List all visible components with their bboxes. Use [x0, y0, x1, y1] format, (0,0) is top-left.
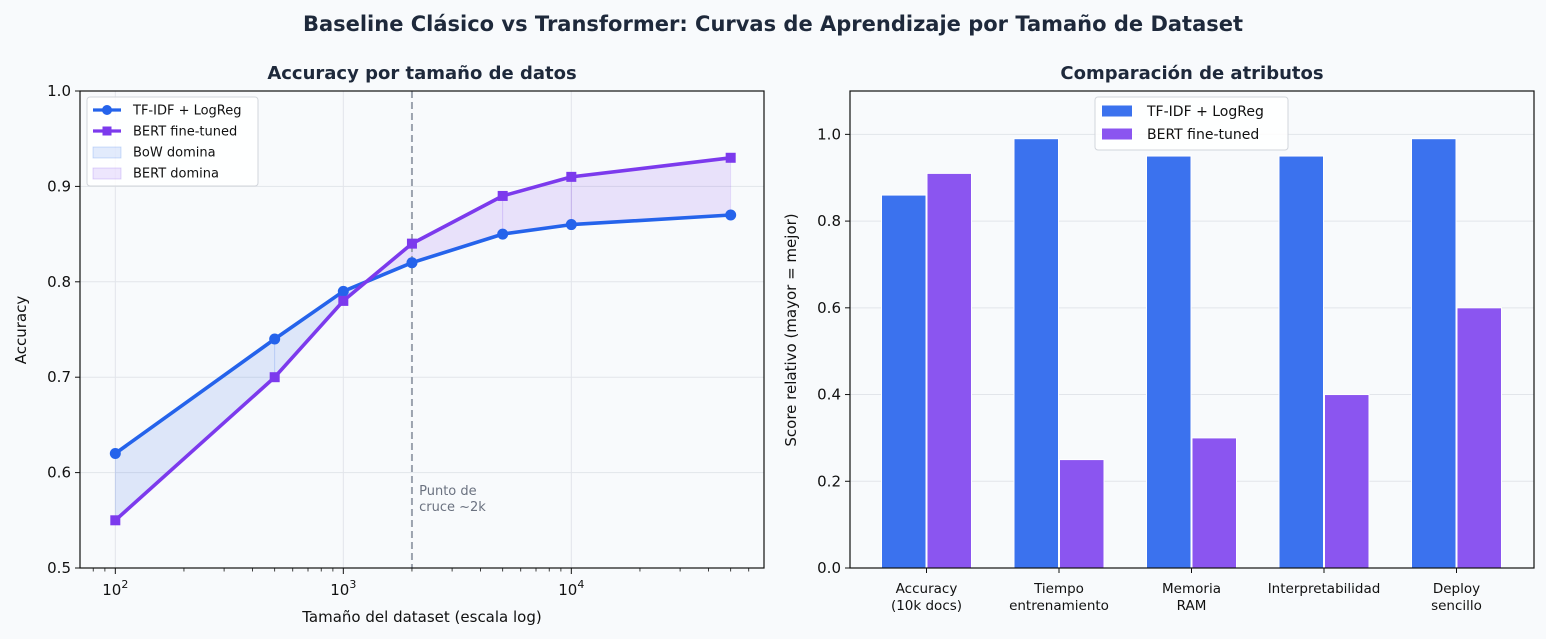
bar-chart-category-label: Interpretabilidad [1268, 581, 1381, 597]
bar-chart-y-axis-label: Score relativo (mayor = mejor) [782, 213, 800, 446]
data-point-bert [497, 190, 508, 201]
bar-tfidf [881, 194, 927, 569]
bar-chart-category-label: RAM [1177, 598, 1207, 614]
legend-label: BERT fine-tuned [133, 125, 237, 140]
legend-swatch-fill [92, 146, 122, 159]
legend-frame [1094, 96, 1289, 151]
data-point-tfidf [725, 209, 737, 221]
bar-chart-y-tick-label: 0.2 [817, 472, 841, 490]
bar-chart-panel: 0.0 0.2 0.4 0.6 0.8 1.0 Accuracy(10k docs) Tiem… [782, 63, 1535, 614]
bar-chart-y-tick-label: 1.0 [817, 125, 841, 143]
data-point-bert [269, 372, 280, 383]
line-chart-x-tick-base: 10 [558, 581, 577, 599]
data-point-tfidf [269, 333, 281, 345]
line-chart-x-tick-exponent: 3 [349, 578, 356, 591]
line-chart-plot-frame [79, 90, 765, 569]
line-chart-series-layer [109, 152, 737, 526]
legend-swatch-fill [92, 167, 122, 180]
crossover-annotation-line-2: cruce ~2k [419, 500, 486, 515]
legend-label: BERT domina [133, 167, 219, 182]
legend-label: TF-IDF + LogReg [1146, 104, 1264, 120]
data-point-bert [406, 238, 417, 249]
bar-chart-ticks: 0.0 0.2 0.4 0.6 0.8 1.0 Accuracy(10k docs) Tiem… [817, 125, 1482, 614]
data-point-tfidf [109, 448, 121, 460]
data-point-tfidf [406, 257, 418, 269]
line-chart-title: Accuracy por tamaño de datos [267, 63, 576, 84]
legend-swatch-marker [102, 126, 112, 136]
bar-tfidf [1411, 138, 1457, 569]
bar-tfidf [1013, 138, 1059, 569]
bar-bert [1456, 307, 1502, 569]
line-chart-x-tick-base: 10 [330, 581, 349, 599]
bar-tfidf [1146, 155, 1192, 569]
line-chart-y-tick-label: 1.0 [47, 82, 71, 100]
bar-bert [1191, 437, 1237, 569]
line-chart-y-axis-label: Accuracy [12, 296, 30, 365]
bar-chart-title: Comparación de atributos [1060, 63, 1323, 84]
line-chart-x-tick-exponent: 4 [577, 578, 584, 591]
data-point-bert [338, 295, 349, 306]
legend-swatch-marker [102, 105, 112, 115]
line-chart-y-tick-label: 0.9 [47, 177, 71, 195]
data-point-bert [566, 171, 577, 182]
data-point-tfidf [565, 219, 577, 231]
legend-frame [86, 96, 259, 187]
line-chart-y-tick-label: 0.8 [47, 273, 71, 291]
bar-chart-category-label: Accuracy [896, 581, 958, 597]
legend-label: BoW domina [133, 146, 216, 161]
legend-swatch [1102, 105, 1132, 117]
line-chart-y-tick-label: 0.6 [47, 464, 71, 482]
legend-label: TF-IDF + LogReg [132, 104, 242, 119]
bar-chart-y-tick-label: 0.6 [817, 299, 841, 317]
line-chart-x-tick-exponent: 2 [121, 578, 128, 591]
bar-tfidf [1278, 155, 1324, 569]
bar-chart-category-label: (10k docs) [891, 598, 962, 614]
bar-bert [926, 172, 972, 569]
crossover-annotation-line-1: Punto de [419, 484, 477, 499]
line-chart-legend: TF-IDF + LogReg BERT fine-tuned BoW domina… [86, 96, 259, 187]
bar-chart-category-label: Memoria [1162, 581, 1221, 597]
bar-chart-y-tick-label: 0.0 [817, 559, 841, 577]
bar-bert [1059, 459, 1105, 569]
data-point-tfidf [337, 285, 349, 297]
bar-chart-category-label: sencillo [1431, 598, 1482, 614]
bar-chart-bars-layer [881, 138, 1502, 569]
line-chart-x-tick-label: 104 [558, 578, 584, 599]
data-point-bert [110, 515, 121, 526]
bar-chart-category-label: Deploy [1433, 581, 1480, 597]
bar-chart-legend: TF-IDF + LogReg BERT fine-tuned [1094, 96, 1289, 151]
line-chart-y-tick-label: 0.5 [47, 559, 71, 577]
legend-swatch [1102, 128, 1132, 140]
legend-label: BERT fine-tuned [1147, 127, 1259, 143]
line-chart-y-tick-label: 0.7 [47, 368, 71, 386]
data-point-tfidf [497, 228, 509, 240]
data-point-bert [725, 152, 736, 163]
bar-chart-y-tick-label: 0.8 [817, 212, 841, 230]
bar-bert [1324, 394, 1370, 569]
bar-chart-category-label: entrenamiento [1009, 598, 1109, 614]
line-chart-x-tick-label: 102 [102, 578, 128, 599]
figure-title: Baseline Clásico vs Transformer: Curvas … [303, 12, 1243, 36]
line-chart-x-tick-label: 103 [330, 578, 356, 599]
bar-chart-category-label: Tiempo [1033, 581, 1084, 597]
line-chart-x-axis-label: Tamaño del dataset (escala log) [301, 608, 541, 626]
bar-chart-y-tick-label: 0.4 [817, 386, 841, 404]
line-chart-x-tick-base: 10 [102, 581, 121, 599]
